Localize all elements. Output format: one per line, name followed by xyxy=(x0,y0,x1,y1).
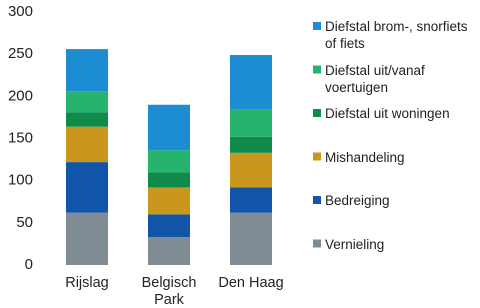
bar-segment xyxy=(230,187,272,213)
legend-swatch xyxy=(313,239,321,248)
x-tick-label: Rijslag xyxy=(65,275,109,291)
bar-segment xyxy=(148,237,190,265)
y-tick-label: 250 xyxy=(8,45,33,62)
bar-segment xyxy=(230,109,272,137)
bar-segment xyxy=(148,214,190,238)
bar-segment xyxy=(66,212,108,265)
bar-segment xyxy=(66,49,108,92)
y-tick-label: 0 xyxy=(25,256,33,273)
legend-swatch xyxy=(313,22,321,30)
bar-segment xyxy=(230,55,272,110)
legend-swatch xyxy=(313,65,321,74)
bar-segment xyxy=(230,212,272,265)
legend-label: Diefstal brom-, snorfiets of fiets xyxy=(325,19,468,51)
bar-segment xyxy=(148,172,190,188)
y-tick-label: 300 xyxy=(8,3,33,20)
legend-swatch xyxy=(313,196,321,204)
bar-segment xyxy=(148,187,190,215)
legend-label: Mishandeling xyxy=(325,149,405,165)
legend-swatch xyxy=(313,152,321,161)
bar-segment xyxy=(66,126,108,163)
x-tick-label: Den Haag xyxy=(218,275,284,291)
legend-label: Bedreiging xyxy=(325,193,390,208)
y-tick-label: 100 xyxy=(8,172,33,189)
y-tick-label: 200 xyxy=(8,87,33,104)
y-tick-label: 50 xyxy=(16,214,33,231)
bar-segment xyxy=(230,152,272,188)
bar-segment xyxy=(66,162,108,213)
bar-segment xyxy=(148,104,190,151)
legend-swatch xyxy=(313,109,321,117)
y-tick-label: 150 xyxy=(8,129,33,146)
bar-segment xyxy=(148,150,190,173)
bar-segment xyxy=(66,112,108,127)
legend-label: Vernieling xyxy=(325,236,385,252)
x-tick-label: Belgisch Park xyxy=(141,275,197,308)
bar-segment xyxy=(66,91,108,113)
bar-segment xyxy=(230,136,272,153)
legend-label: Diefstal uit woningen xyxy=(325,106,450,121)
legend-label: Diefstal uit/vanaf voertuigen xyxy=(325,62,425,95)
